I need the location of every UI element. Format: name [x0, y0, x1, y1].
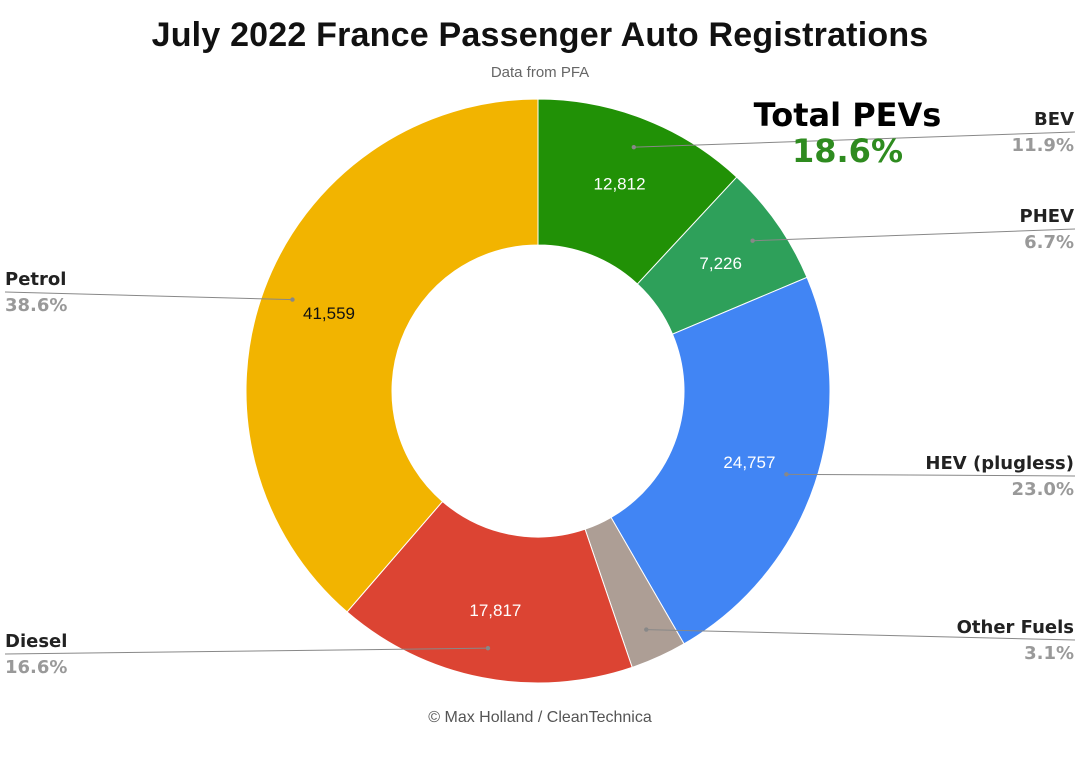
total-pevs-value: 18.6%: [791, 132, 903, 170]
credit-text: © Max Holland / CleanTechnica: [428, 709, 652, 726]
value-label-group: 12,812 7,226 24,757 17,817 41,559: [303, 174, 775, 619]
value-label-phev: 7,226: [699, 254, 742, 273]
value-label-bev: 12,812: [594, 174, 646, 193]
connector-line-other-fuels: [646, 629, 1076, 641]
connector-group: [4, 131, 1076, 655]
value-label-diesel: 17,817: [469, 601, 521, 620]
legend-name-diesel: Diesel: [5, 631, 67, 652]
legend-percent-bev: 11.9%: [1012, 135, 1074, 156]
connector-line-diesel: [4, 647, 488, 655]
legend-name-petrol: Petrol: [5, 269, 66, 290]
legend-name-bev: BEV: [1034, 109, 1074, 130]
slice-group: [245, 98, 831, 684]
slice-hev-plugless: [610, 276, 831, 645]
connector-line-phev: [752, 228, 1076, 242]
legend-percent-petrol: 38.6%: [5, 295, 67, 316]
legend-name-hev-plugless: HEV (plugless): [925, 453, 1074, 474]
legend-percent-hev-plugless: 23.0%: [1012, 479, 1074, 500]
connector-line-petrol: [4, 291, 293, 301]
chart-subtitle: Data from PFA: [490, 64, 590, 81]
chart-title: July 2022 France Passenger Auto Registra…: [151, 16, 929, 54]
legend-percent-phev: 6.7%: [1024, 232, 1074, 253]
value-label-petrol: 41,559: [303, 304, 355, 323]
value-label-hev-plugless: 24,757: [723, 453, 775, 472]
legend-percent-other-fuels: 3.1%: [1024, 643, 1074, 664]
legend-percent-diesel: 16.6%: [5, 657, 67, 678]
total-pevs-label: Total PEVs: [753, 96, 942, 134]
slice-diesel: [346, 500, 633, 684]
slice-petrol: [245, 98, 539, 613]
connector-line-hev-plugless: [786, 473, 1076, 477]
side-label-group: BEV 11.9% PHEV 6.7% HEV (plugless) 23.0% Other…: [5, 109, 1074, 678]
connector-line-bev: [633, 131, 1076, 148]
legend-name-other-fuels: Other Fuels: [957, 617, 1074, 638]
legend-name-phev: PHEV: [1020, 206, 1075, 227]
